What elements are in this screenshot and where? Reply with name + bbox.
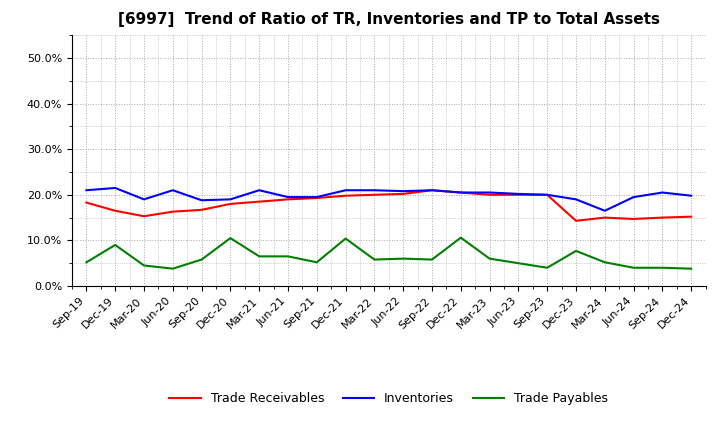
Inventories — [168, 187, 177, 193]
Trade Payables — [312, 260, 321, 265]
Trade Receivables — [197, 207, 206, 213]
Inventories — [456, 190, 465, 195]
Inventories — [687, 193, 696, 198]
Trade Payables — [514, 260, 523, 266]
Trade Payables — [687, 266, 696, 271]
Trade Payables — [140, 263, 148, 268]
Trade Receivables — [226, 201, 235, 206]
Trade Receivables — [428, 187, 436, 193]
Legend: Trade Receivables, Inventories, Trade Payables: Trade Receivables, Inventories, Trade Pa… — [164, 387, 613, 410]
Trade Receivables — [370, 192, 379, 198]
Inventories — [514, 191, 523, 197]
Trade Payables — [456, 235, 465, 240]
Trade Receivables — [168, 209, 177, 214]
Inventories — [341, 187, 350, 193]
Inventories — [111, 185, 120, 191]
Trade Receivables — [284, 197, 292, 202]
Line: Trade Receivables: Trade Receivables — [86, 190, 691, 221]
Trade Receivables — [341, 193, 350, 198]
Trade Payables — [284, 254, 292, 259]
Trade Receivables — [312, 195, 321, 201]
Inventories — [600, 208, 609, 213]
Trade Payables — [370, 257, 379, 262]
Inventories — [370, 187, 379, 193]
Trade Payables — [428, 257, 436, 262]
Trade Receivables — [600, 215, 609, 220]
Inventories — [140, 197, 148, 202]
Inventories — [312, 194, 321, 200]
Trade Receivables — [456, 190, 465, 195]
Trade Payables — [543, 265, 552, 271]
Inventories — [485, 190, 494, 195]
Trade Receivables — [485, 192, 494, 198]
Trade Receivables — [111, 208, 120, 213]
Trade Payables — [600, 260, 609, 265]
Trade Receivables — [140, 213, 148, 219]
Trade Payables — [197, 257, 206, 262]
Inventories — [255, 187, 264, 193]
Trade Payables — [629, 265, 638, 271]
Inventories — [629, 194, 638, 200]
Inventories — [82, 187, 91, 193]
Inventories — [399, 188, 408, 194]
Trade Receivables — [572, 218, 580, 224]
Inventories — [197, 198, 206, 203]
Trade Receivables — [514, 192, 523, 198]
Inventories — [284, 194, 292, 200]
Line: Inventories: Inventories — [86, 188, 691, 211]
Inventories — [226, 197, 235, 202]
Trade Payables — [572, 248, 580, 253]
Trade Payables — [399, 256, 408, 261]
Trade Payables — [658, 265, 667, 271]
Trade Receivables — [255, 199, 264, 204]
Trade Receivables — [687, 214, 696, 219]
Inventories — [572, 197, 580, 202]
Trade Payables — [111, 242, 120, 248]
Trade Receivables — [399, 191, 408, 197]
Trade Payables — [255, 254, 264, 259]
Title: [6997]  Trend of Ratio of TR, Inventories and TP to Total Assets: [6997] Trend of Ratio of TR, Inventories… — [118, 12, 660, 27]
Inventories — [658, 190, 667, 195]
Inventories — [543, 192, 552, 198]
Inventories — [428, 187, 436, 193]
Trade Receivables — [82, 200, 91, 205]
Trade Receivables — [543, 192, 552, 198]
Trade Payables — [485, 256, 494, 261]
Trade Receivables — [658, 215, 667, 220]
Line: Trade Payables: Trade Payables — [86, 238, 691, 269]
Trade Payables — [226, 235, 235, 241]
Trade Payables — [168, 266, 177, 271]
Trade Payables — [82, 260, 91, 265]
Trade Receivables — [629, 216, 638, 222]
Trade Payables — [341, 236, 350, 241]
